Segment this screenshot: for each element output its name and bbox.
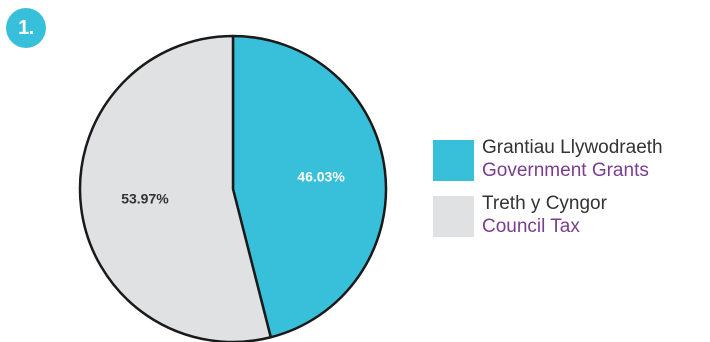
pie-slice-council-tax (78, 34, 273, 342)
legend-swatch-government-grants (433, 140, 474, 181)
legend-item-government-grants: Grantiau Llywodraeth Government Grants (433, 136, 710, 182)
pie-label-government-grants: 46.03% (297, 169, 345, 185)
legend-label-welsh-government-grants: Grantiau Llywodraeth (482, 137, 663, 158)
chart-legend: Grantiau Llywodraeth Government Grants T… (433, 136, 710, 248)
pie-label-council-tax: 53.97% (121, 191, 169, 207)
pie-slice-government-grants (231, 34, 388, 339)
chart-number-badge: 1. (6, 8, 46, 48)
legend-item-council-tax: Treth y Cyngor Council Tax (433, 192, 710, 238)
legend-label-english-government-grants: Government Grants (482, 160, 649, 181)
chart-number-label: 1. (18, 16, 34, 39)
legend-label-welsh-council-tax: Treth y Cyngor (482, 193, 607, 214)
legend-label-english-council-tax: Council Tax (482, 216, 580, 237)
legend-swatch-council-tax (433, 196, 474, 237)
